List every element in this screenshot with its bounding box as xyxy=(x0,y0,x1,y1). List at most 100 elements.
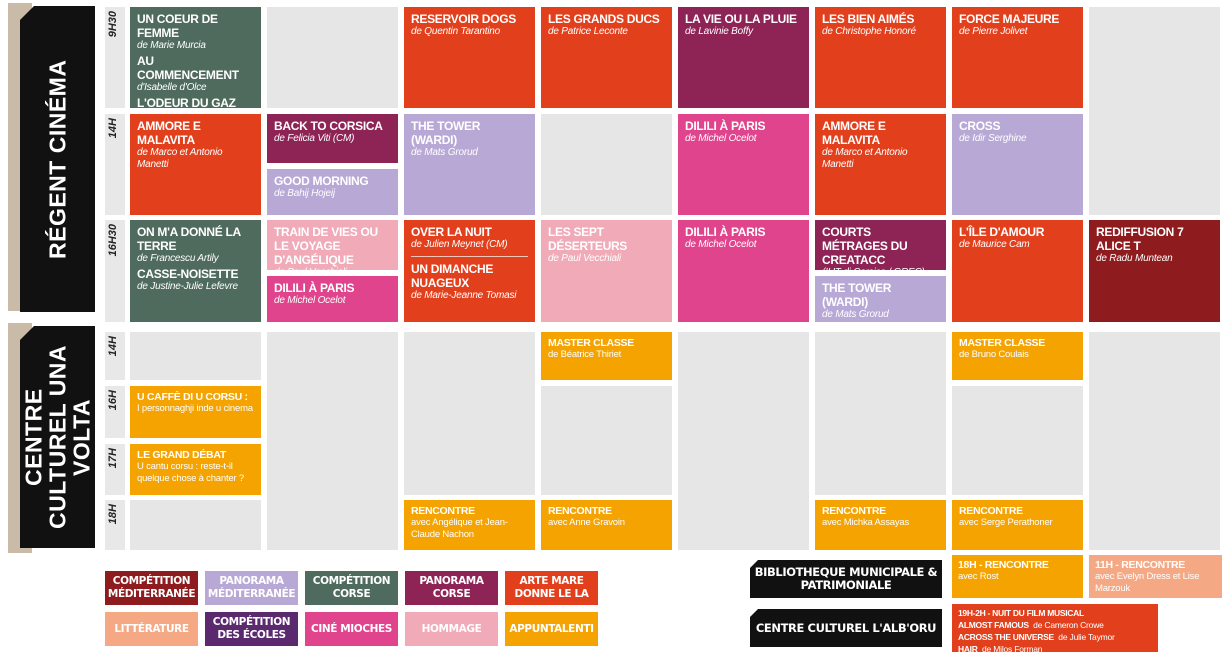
event-cell: RENCONTRE avec Serge Perathoner xyxy=(952,500,1083,550)
event-cell: RENCONTRE avec Angélique et Jean-Claude N… xyxy=(404,500,535,550)
film-cell: LES SEPT DÉSERTEURS de Paul Vecchiali xyxy=(541,220,672,322)
title: GOOD MORNING xyxy=(274,174,369,188)
title: COURTS MÉTRAGES DU CREATACC xyxy=(822,225,908,267)
title: UN COEUR DE FEMME xyxy=(137,12,218,40)
title: ACROSS THE UNIVERSE xyxy=(958,632,1054,642)
event-line: ACROSS THE UNIVERSE de Julie Taymor xyxy=(958,631,1152,643)
credit: de Quentin Tarantino xyxy=(411,26,501,37)
time-slot: 14H xyxy=(105,114,125,215)
credit: de Marco et Antonio Manetti xyxy=(137,147,223,170)
film-cell: DILILI À PARIS de Michel Ocelot xyxy=(678,220,809,322)
film-cell: FORCE MAJEURE de Pierre Jolivet xyxy=(952,7,1083,108)
credit: de Marie Murcia xyxy=(137,40,206,51)
venue-tag: CENTRE CULTUREL L'ALB'ORU xyxy=(750,609,942,647)
time-text: 16H xyxy=(107,390,119,411)
venue-tag: BIBLIOTHEQUE MUNICIPALE & PATRIMONIALE xyxy=(750,560,942,598)
title: U CAFFÈ DI U CORSU : xyxy=(137,391,248,403)
credit: de Milos Forman xyxy=(982,644,1043,652)
event-cell: RENCONTRE avec Michka Assayas xyxy=(815,500,946,550)
credit: de Paul Vecchiali xyxy=(548,253,621,264)
title: THE TOWER (WARDI) xyxy=(411,119,481,147)
legend-item: LITTÉRATURE xyxy=(105,612,198,646)
credit: de Mats Grorud xyxy=(822,309,889,320)
title: RENCONTRE xyxy=(548,505,612,517)
credit: de Felicia Viti (CM) xyxy=(274,133,355,144)
event-cell: MASTER CLASSE de Béatrice Thiriet xyxy=(541,332,672,380)
film-cell: CROSS de Idir Serghine xyxy=(952,114,1083,215)
time-text: 14H xyxy=(107,336,119,357)
time-text: 18H xyxy=(107,504,119,525)
title: L'ODEUR DU GAZ xyxy=(137,96,236,108)
title: ALMOST FAMOUS xyxy=(958,620,1029,630)
empty-slot xyxy=(541,114,672,215)
event-cell: RENCONTRE avec Anne Gravoin xyxy=(541,500,672,550)
film-cell: RESERVOIR DOGS de Quentin Tarantino xyxy=(404,7,535,108)
credit: de Francescu Artily xyxy=(137,253,219,264)
empty-slot xyxy=(130,500,261,550)
legend-item: COMPÉTITION DES ÉCOLES xyxy=(205,612,298,646)
section-banner: CENTRE CULTUREL UNA VOLTA xyxy=(20,326,95,548)
empty-slot xyxy=(541,386,672,495)
time-slot: 14H xyxy=(105,332,125,380)
film-cell: BACK TO CORSICA de Felicia Viti (CM) xyxy=(267,114,398,163)
film-cell: DILILI À PARIS de Michel Ocelot xyxy=(678,114,809,215)
film-cell: COURTS MÉTRAGES DU CREATACC(IUT di Corsi… xyxy=(815,220,946,270)
credit: de Marco et Antonio Manetti xyxy=(822,147,908,170)
credit: avec Serge Perathoner xyxy=(959,517,1053,528)
credit: de Idir Serghine xyxy=(959,133,1027,144)
empty-slot xyxy=(267,7,398,108)
credit: U cantu corsu : reste-t-il quelque chose… xyxy=(137,461,244,484)
title: OVER LA NUIT xyxy=(411,225,492,239)
title: UN DIMANCHE NUAGEUX xyxy=(411,262,494,290)
film-cell: UN COEUR DE FEMME de Marie Murcia AU COMME… xyxy=(130,7,261,108)
title: CROSS xyxy=(959,119,1001,133)
credit: de Bahij Hojeij xyxy=(274,188,335,199)
legend-item: CINÉ MIOCHES xyxy=(305,612,398,646)
film-cell: ON M'A DONNÉ LA TERRE de Francescu Artily… xyxy=(130,220,261,322)
title: DILILI À PARIS xyxy=(685,119,766,133)
title: BACK TO CORSICA xyxy=(274,119,383,133)
time-text: 16H30 xyxy=(107,224,119,257)
section-label: RÉGENT CINÉMA xyxy=(44,59,71,259)
title: RENCONTRE xyxy=(822,505,886,517)
separator xyxy=(411,256,528,257)
title: LE GRAND DÉBAT xyxy=(137,449,226,461)
credit: de Justine-Julie Lefevre xyxy=(137,281,238,292)
title: 18H - RENCONTRE xyxy=(958,559,1049,571)
title: RENCONTRE xyxy=(411,505,475,517)
credit: de Radu Muntean xyxy=(1096,253,1173,264)
title: L'ÎLE D'AMOUR xyxy=(959,225,1045,239)
credit: avec Michka Assayas xyxy=(822,517,910,528)
credit: de Patrice Leconte xyxy=(548,26,628,37)
title: MASTER CLASSE xyxy=(959,337,1045,349)
credit: de Paul Vecchiali xyxy=(274,267,391,270)
title: LES GRANDS DUCS xyxy=(548,12,660,26)
credit: de Michel Ocelot xyxy=(685,239,757,250)
title: AMMORE E MALAVITA xyxy=(822,119,886,147)
credit: I personnaghji inde u cinema xyxy=(137,403,253,414)
credit: de Cameron Crowe xyxy=(1033,620,1104,630)
film-cell: OVER LA NUIT de Julien Meynet (CM) UN DIMA… xyxy=(404,220,535,322)
credit: de Michel Ocelot xyxy=(685,133,757,144)
title: ALICE T xyxy=(1096,239,1141,253)
time-slot: 16H xyxy=(105,386,125,438)
title: AMMORE E MALAVITA xyxy=(137,119,201,147)
event-cell: 11H - RENCONTRE avec Evelyn Dress et Lise… xyxy=(1089,555,1222,598)
film-cell: DILILI À PARIS de Michel Ocelot xyxy=(267,276,398,322)
legend-item: HOMMAGE xyxy=(405,612,498,646)
title: 19H-2H - NUIT DU FILM MUSICAL xyxy=(958,608,1084,618)
empty-slot xyxy=(267,332,398,550)
credit: de Pierre Jolivet xyxy=(959,26,1028,37)
title: LES BIEN AIMÉS xyxy=(822,12,915,26)
credit: avec Angélique et Jean-Claude Nachon xyxy=(411,517,508,540)
event-cell: MASTER CLASSE de Bruno Coulais xyxy=(952,332,1083,380)
title: HAIR xyxy=(958,644,978,652)
title: DILILI À PARIS xyxy=(685,225,766,239)
event-cell: 18H - RENCONTRE avec Rost xyxy=(952,555,1083,598)
event-cell: U CAFFÈ DI U CORSU :I personnaghji inde … xyxy=(130,386,261,438)
film-cell: TRAIN DE VIES OU LE VOYAGE D'ANGÉLIQUEde… xyxy=(267,220,398,270)
film-cell: AMMORE E MALAVITA de Marco et Antonio Man… xyxy=(815,114,946,215)
film-cell: L'ÎLE D'AMOUR de Maurice Cam xyxy=(952,220,1083,322)
title: AU COMMENCEMENT xyxy=(137,54,239,82)
